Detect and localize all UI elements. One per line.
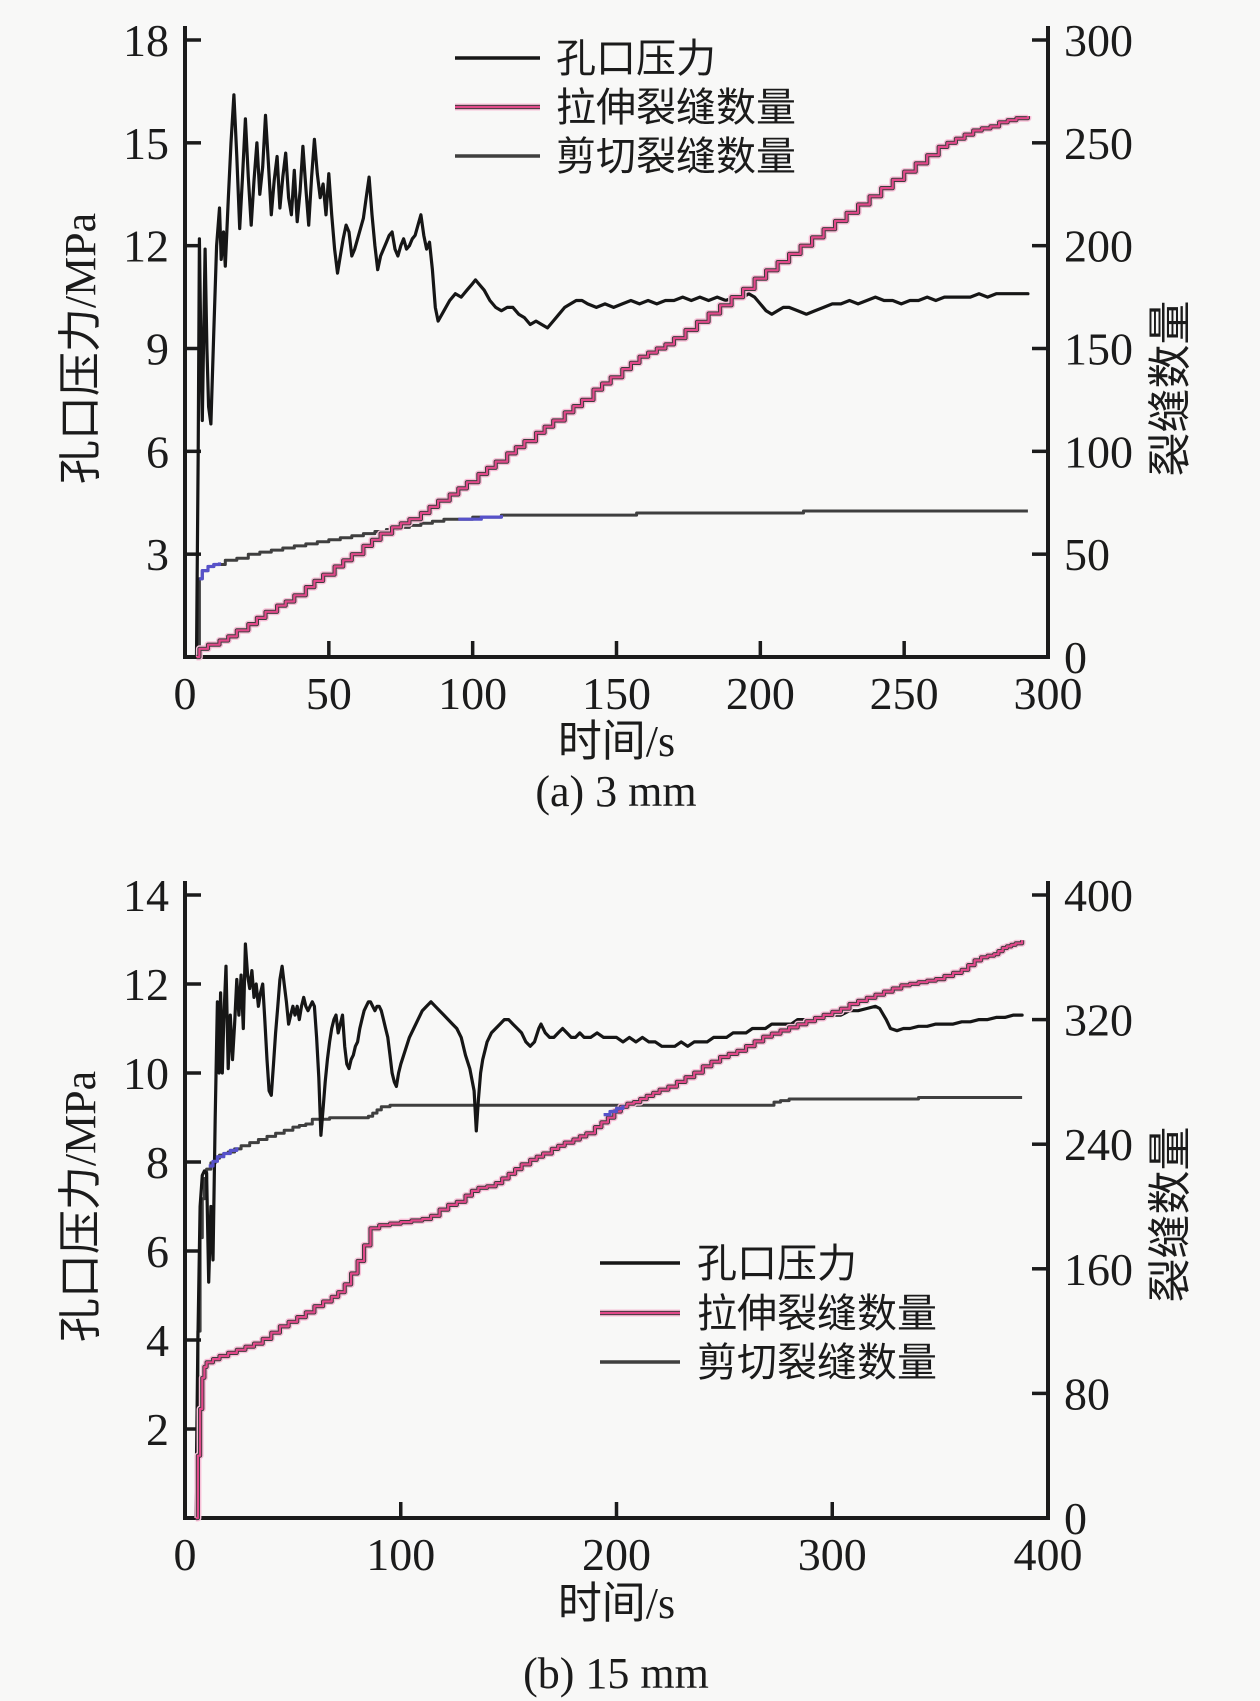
legend-item-pressure: 孔口压力	[455, 36, 716, 81]
chart-b-canvas: 0 100 200 300 400 2 4 6 8 10 12 14 0 80 160 240 320 400 孔口…	[56, 870, 1195, 1628]
chart-b-caption: (b) 15 mm	[523, 1649, 709, 1698]
chart-b: 0 100 200 300 400 2 4 6 8 10 12 14 0 80 160 240 320 400 孔口…	[0, 812, 1260, 1657]
legend-item-shear: 剪切裂缝数量	[455, 134, 796, 179]
y-left-tick-label: 12	[123, 221, 169, 272]
legend-label-shear: 剪切裂缝数量	[697, 1340, 937, 1385]
x-tick-label: 300	[798, 1529, 867, 1580]
x-tick-label: 400	[1014, 1529, 1083, 1580]
y-left-tick-label: 18	[123, 15, 169, 66]
x-tick-label: 100	[366, 1529, 435, 1580]
legend-label-tensile: 拉伸裂缝数量	[697, 1291, 937, 1336]
y-right-tick-label: 50	[1064, 529, 1110, 580]
legend-label-tensile: 拉伸裂缝数量	[556, 85, 796, 130]
x-tick-label: 300	[1014, 668, 1083, 719]
legend-label-pressure: 孔口压力	[697, 1241, 857, 1286]
x-tick-label: 100	[438, 668, 507, 719]
y-right-tick-label: 320	[1064, 995, 1133, 1046]
x-axis-title: 时间/s	[558, 1579, 675, 1628]
y-left-tick-label: 4	[146, 1315, 169, 1366]
y-left-tick-label: 10	[123, 1048, 169, 1099]
y-right-tick-label: 300	[1064, 15, 1133, 66]
pressure-line	[194, 93, 1030, 659]
y-left-tick-label: 15	[123, 118, 169, 169]
y-right-tick-label: 80	[1064, 1368, 1110, 1419]
legend-label-pressure: 孔口压力	[556, 36, 716, 81]
tensile-cracks-line-halo	[194, 939, 1026, 1522]
overlap-blue-segment	[208, 1147, 239, 1168]
y-left-tick-label: 6	[146, 1226, 169, 1277]
x-tick-label: 150	[582, 668, 651, 719]
chart-a: 0 50 100 150 200 250 300 3 6 9 12 15 18 0 50 100 150 200 2…	[0, 0, 1260, 768]
legend-item-shear: 剪切裂缝数量	[600, 1340, 937, 1385]
y-axis-right-title: 裂缝数量	[1146, 301, 1195, 477]
chart-a-canvas: 0 50 100 150 200 250 300 3 6 9 12 15 18 0 50 100 150 200 2…	[56, 15, 1195, 766]
y-right-tick-label: 200	[1064, 221, 1133, 272]
x-tick-label: 250	[870, 668, 939, 719]
y-right-tick-label: 0	[1064, 1493, 1087, 1544]
tensile-cracks-line-edge	[195, 940, 1025, 1521]
y-left-tick-label: 6	[146, 426, 169, 477]
overlap-blue-segment	[199, 562, 222, 581]
y-right-tick-label: 0	[1064, 632, 1087, 683]
x-tick-label: 0	[174, 1529, 197, 1580]
y-left-tick-label: 8	[146, 1137, 169, 1188]
pressure-line	[194, 942, 1024, 1520]
y-right-tick-label: 150	[1064, 324, 1133, 375]
legend-item-tensile: 拉伸裂缝数量	[455, 85, 796, 130]
x-axis-title: 时间/s	[558, 717, 675, 766]
y-left-tick-label: 3	[146, 529, 169, 580]
y-left-tick-label: 9	[146, 324, 169, 375]
y-right-tick-label: 400	[1064, 870, 1133, 921]
y-axis-left-title: 孔口压力/MPa	[56, 1071, 105, 1342]
tensile-cracks-line	[195, 940, 1024, 1520]
legend-item-tensile: 拉伸裂缝数量	[600, 1291, 937, 1336]
y-left-tick-label: 14	[123, 870, 169, 921]
y-right-tick-label: 240	[1064, 1119, 1133, 1170]
x-tick-label: 200	[726, 668, 795, 719]
y-left-tick-label: 2	[146, 1404, 169, 1455]
y-right-tick-label: 100	[1064, 426, 1133, 477]
y-left-tick-label: 12	[123, 959, 169, 1010]
x-tick-label: 50	[306, 668, 352, 719]
legend-item-pressure: 孔口压力	[600, 1241, 857, 1286]
legend-label-shear: 剪切裂缝数量	[556, 134, 796, 179]
overlap-blue-segment	[603, 1105, 625, 1117]
chart-a-caption: (a) 3 mm	[535, 767, 697, 816]
x-tick-label: 200	[582, 1529, 651, 1580]
y-right-tick-label: 250	[1064, 118, 1133, 169]
y-axis-left-title: 孔口压力/MPa	[56, 213, 105, 484]
tensile-cracks-line	[196, 116, 1029, 659]
y-axis-right-title: 裂缝数量	[1146, 1127, 1195, 1303]
overlap-blue-segment	[458, 515, 503, 521]
x-tick-label: 0	[174, 668, 197, 719]
y-right-tick-label: 160	[1064, 1244, 1133, 1295]
